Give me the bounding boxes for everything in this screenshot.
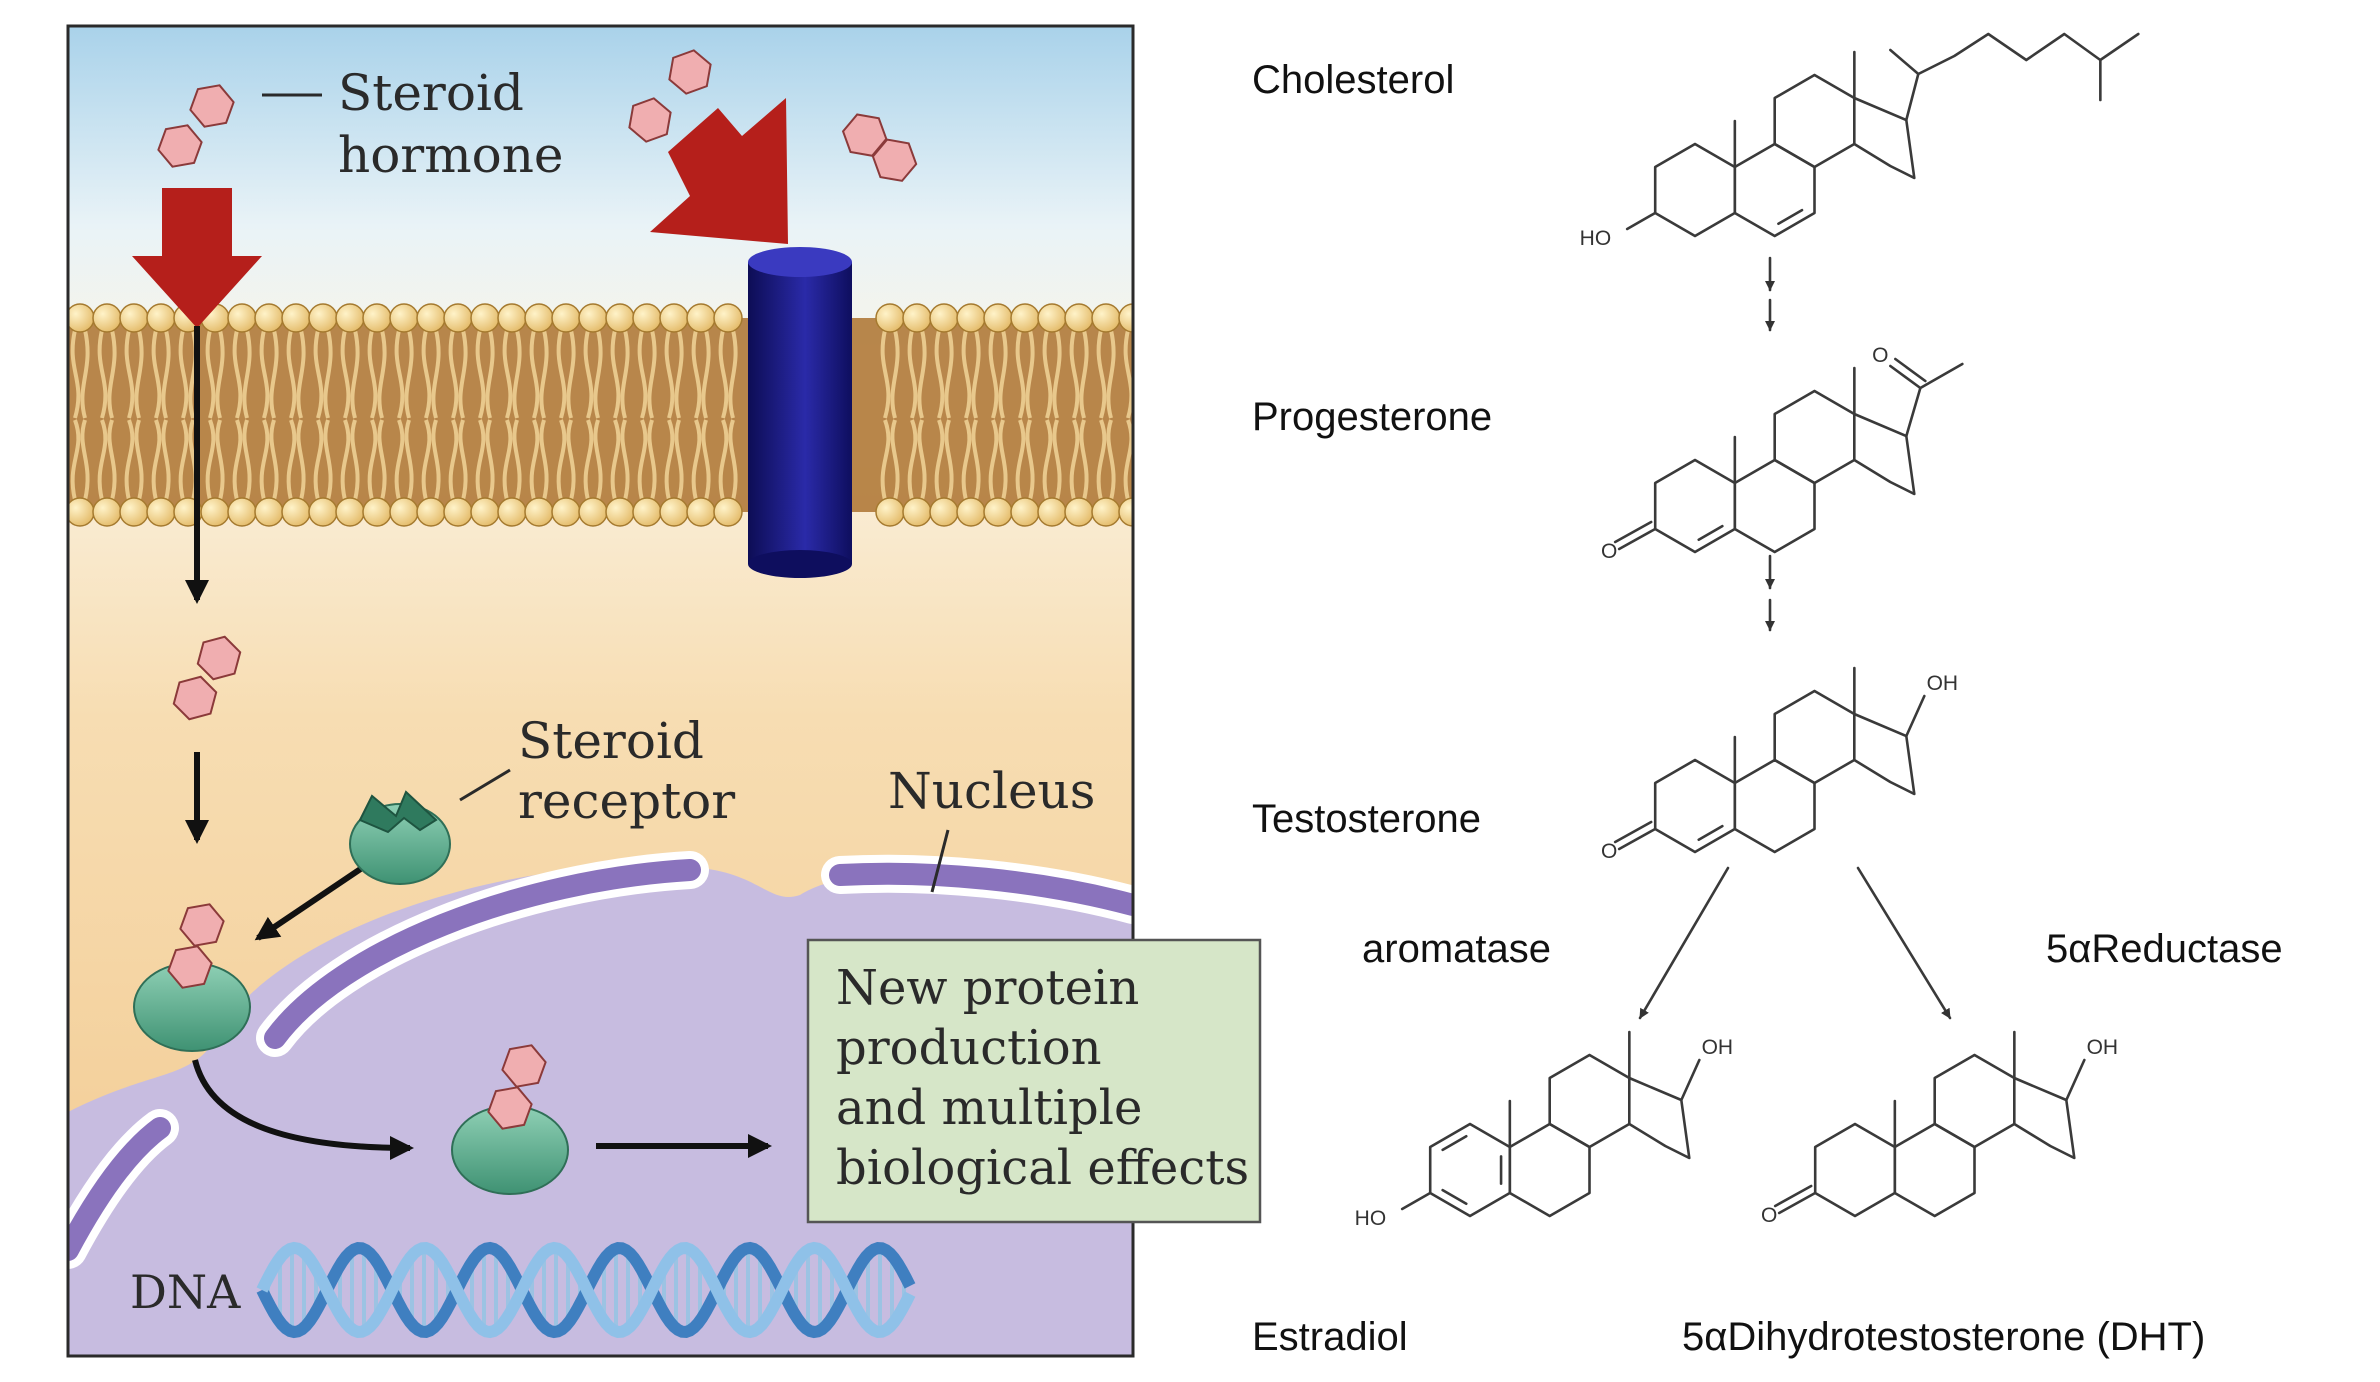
c17-hydroxyl-label: OH [1702, 1036, 1734, 1059]
reductase-label: 5αReductase [2046, 927, 2283, 971]
steroid-hormone-label-2: hormone [338, 126, 564, 184]
lipid-bilayer [68, 303, 1133, 527]
effects-line-4: biological effects [836, 1140, 1249, 1196]
effects-box: New protein production and multiple biol… [806, 938, 1262, 1224]
nuclear-entry-arrow [192, 1059, 414, 1160]
dna-helix [256, 1241, 916, 1339]
progesterone-structure: OO [1601, 344, 1964, 563]
hormone-receptor-complex [133, 896, 251, 1052]
panel-border [66, 24, 1135, 1358]
c20-keto-label: O [1872, 344, 1888, 367]
estradiol-structure: HO OH [1355, 1030, 1734, 1230]
dht-label: 5αDihydrotestosterone (DHT) [1682, 1315, 2205, 1359]
diffusion-arrow [132, 188, 262, 328]
steroid-hormone-label-1: Steroid [338, 64, 524, 122]
membrane-receptor [748, 247, 852, 578]
dna-label: DNA [130, 1265, 241, 1319]
estradiol-label: Estradiol [1252, 1315, 1408, 1359]
c3-keto-label: O [1601, 840, 1617, 863]
effects-line-1: New protein [836, 960, 1139, 1016]
steroid-receptor-label-1: Steroid [518, 712, 704, 770]
cholesterol-label: Cholesterol [1252, 58, 1454, 102]
progesterone-label: Progesterone [1252, 395, 1492, 439]
dht-structure: O OH [1761, 1030, 2119, 1227]
cholesterol-structure: HO [1580, 32, 2140, 250]
nucleus-label: Nucleus [888, 762, 1095, 820]
cell-illustration: New protein production and multiple biol… [66, 24, 1262, 1358]
receptor-approach-arrow [254, 865, 364, 941]
steroid-receptor-label-2: receptor [518, 772, 735, 830]
steroid-receptor [349, 790, 451, 885]
testosterone-label: Testosterone [1252, 797, 1481, 841]
steroid-pathway: Cholesterol Progesterone Testosterone ar… [1252, 32, 2283, 1359]
c3-keto-label: O [1601, 540, 1617, 563]
c17-hydroxyl-label: OH [2087, 1036, 2119, 1059]
testosterone-structure: O OH [1601, 666, 1959, 863]
c3-hydroxyl-label: HO [1580, 227, 1612, 250]
c3-hydroxyl-label: HO [1355, 1207, 1387, 1230]
nuclear-hormone-receptor-complex [451, 1037, 569, 1195]
effects-line-3: and multiple [836, 1080, 1142, 1136]
c17-hydroxyl-label: OH [1927, 672, 1959, 695]
aromatase-label: aromatase [1362, 927, 1551, 971]
effects-line-2: production [836, 1020, 1102, 1076]
pathway-arrows [1638, 256, 1952, 1020]
c3-keto-label: O [1761, 1204, 1777, 1227]
receptor-binding-arrow [650, 98, 788, 244]
